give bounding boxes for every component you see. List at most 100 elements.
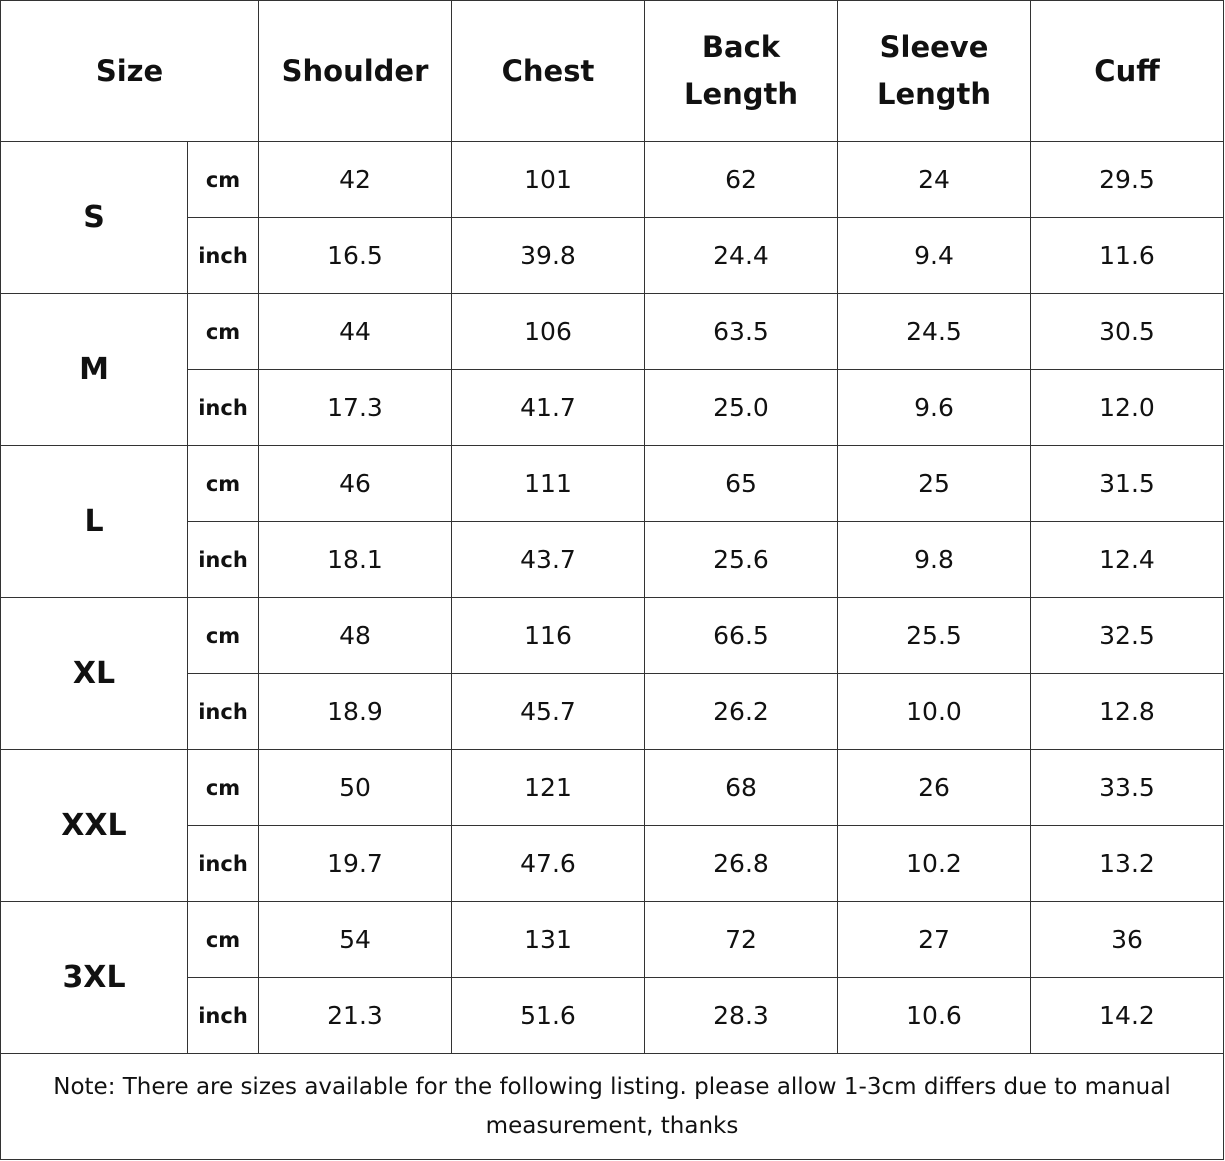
value-cell-text: 9.8: [914, 545, 954, 574]
value-cell: 66.5: [645, 598, 838, 674]
value-cell: 10.0: [838, 674, 1031, 750]
unit-cell-text: inch: [198, 1003, 248, 1028]
value-cell-text: 41.7: [520, 393, 576, 422]
unit-cell: cm: [188, 446, 259, 522]
value-cell: 28.3: [645, 978, 838, 1054]
unit-cell-text: inch: [198, 243, 248, 268]
value-cell-text: 10.0: [906, 697, 962, 726]
value-cell-text: 9.4: [914, 241, 954, 270]
header-cell-text: Cuff: [1094, 53, 1160, 88]
header-cell-text: Sleeve Length: [876, 30, 992, 111]
note-cell-text: Note: There are sizes available for the …: [53, 1073, 1171, 1139]
value-cell: 9.4: [838, 218, 1031, 294]
value-cell: 43.7: [452, 522, 645, 598]
size-cell: S: [1, 142, 188, 294]
value-cell: 65: [645, 446, 838, 522]
value-cell-text: 26: [918, 773, 950, 802]
header-cell: Cuff: [1031, 1, 1224, 142]
header-cell: Sleeve Length: [838, 1, 1031, 142]
header-cell-text: Chest: [501, 53, 595, 88]
value-cell: 25.0: [645, 370, 838, 446]
value-cell: 45.7: [452, 674, 645, 750]
value-cell: 13.2: [1031, 826, 1224, 902]
value-cell: 46: [259, 446, 452, 522]
value-cell: 26.2: [645, 674, 838, 750]
value-cell-text: 25.5: [906, 621, 962, 650]
value-cell-text: 32.5: [1099, 621, 1155, 650]
value-cell-text: 116: [524, 621, 572, 650]
value-cell: 26.8: [645, 826, 838, 902]
value-cell: 44: [259, 294, 452, 370]
header-cell: Back Length: [645, 1, 838, 142]
value-cell: 24.4: [645, 218, 838, 294]
value-cell: 42: [259, 142, 452, 218]
value-cell: 32.5: [1031, 598, 1224, 674]
value-cell: 63.5: [645, 294, 838, 370]
value-cell-text: 50: [339, 773, 371, 802]
value-cell: 54: [259, 902, 452, 978]
unit-cell: cm: [188, 598, 259, 674]
value-cell-text: 121: [524, 773, 572, 802]
value-cell: 30.5: [1031, 294, 1224, 370]
header-cell-text: Back Length: [683, 30, 799, 111]
value-cell: 111: [452, 446, 645, 522]
value-cell: 21.3: [259, 978, 452, 1054]
size-cell: XXL: [1, 750, 188, 902]
value-cell-text: 66.5: [713, 621, 769, 650]
value-cell: 25.6: [645, 522, 838, 598]
value-cell: 47.6: [452, 826, 645, 902]
unit-cell-text: inch: [198, 547, 248, 572]
value-cell: 48: [259, 598, 452, 674]
value-cell: 14.2: [1031, 978, 1224, 1054]
value-cell: 9.8: [838, 522, 1031, 598]
value-cell-text: 24: [918, 165, 950, 194]
size-cell: M: [1, 294, 188, 446]
value-cell: 12.0: [1031, 370, 1224, 446]
value-cell: 68: [645, 750, 838, 826]
unit-cell: inch: [188, 522, 259, 598]
size-cell-text: XXL: [61, 808, 127, 843]
value-cell-text: 27: [918, 925, 950, 954]
value-cell: 9.6: [838, 370, 1031, 446]
value-cell: 25: [838, 446, 1031, 522]
value-cell: 18.9: [259, 674, 452, 750]
value-cell: 12.4: [1031, 522, 1224, 598]
value-cell: 36: [1031, 902, 1224, 978]
value-cell-text: 101: [524, 165, 572, 194]
value-cell: 10.6: [838, 978, 1031, 1054]
value-cell-text: 46: [339, 469, 371, 498]
value-cell-text: 63.5: [713, 317, 769, 346]
value-cell: 72: [645, 902, 838, 978]
value-cell: 29.5: [1031, 142, 1224, 218]
value-cell-text: 45.7: [520, 697, 576, 726]
value-cell-text: 62: [725, 165, 757, 194]
value-cell-text: 19.7: [327, 849, 383, 878]
unit-cell: cm: [188, 750, 259, 826]
value-cell-text: 17.3: [327, 393, 383, 422]
value-cell: 33.5: [1031, 750, 1224, 826]
size-cell-text: M: [79, 352, 109, 387]
header-cell: Size: [1, 1, 259, 142]
value-cell-text: 54: [339, 925, 371, 954]
unit-cell-text: cm: [205, 927, 241, 952]
value-cell: 16.5: [259, 218, 452, 294]
value-cell-text: 25: [918, 469, 950, 498]
header-cell: Shoulder: [259, 1, 452, 142]
value-cell-text: 39.8: [520, 241, 576, 270]
size-cell: XL: [1, 598, 188, 750]
value-cell: 18.1: [259, 522, 452, 598]
value-cell-text: 42: [339, 165, 371, 194]
value-cell-text: 43.7: [520, 545, 576, 574]
value-cell: 24: [838, 142, 1031, 218]
size-cell: L: [1, 446, 188, 598]
value-cell: 62: [645, 142, 838, 218]
value-cell-text: 10.2: [906, 849, 962, 878]
value-cell: 25.5: [838, 598, 1031, 674]
size-cell: 3XL: [1, 902, 188, 1054]
value-cell-text: 18.9: [327, 697, 383, 726]
value-cell-text: 30.5: [1099, 317, 1155, 346]
size-cell-text: L: [84, 504, 104, 539]
value-cell-text: 26.8: [713, 849, 769, 878]
